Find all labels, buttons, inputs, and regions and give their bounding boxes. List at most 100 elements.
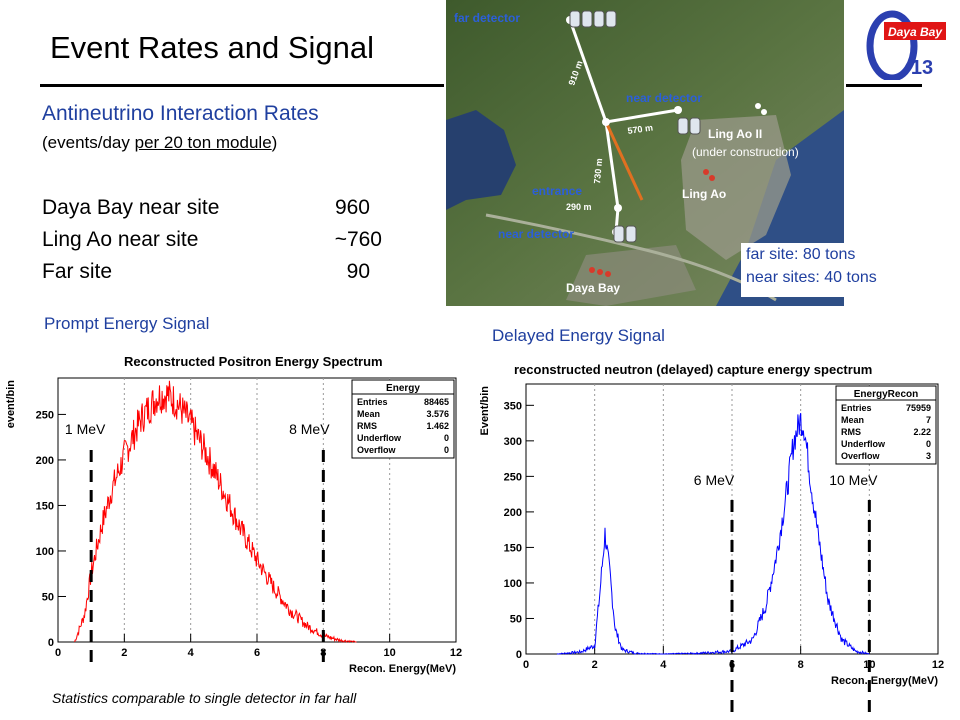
stats-box-key: Mean bbox=[357, 409, 380, 419]
cut-label: 10 MeV bbox=[829, 472, 878, 488]
detector-icon bbox=[593, 10, 605, 28]
x-tick-label: 10 bbox=[384, 647, 396, 659]
reactor-icon bbox=[761, 109, 767, 115]
rate-site: Far site bbox=[42, 260, 113, 283]
rate-site: Daya Bay near site bbox=[42, 196, 220, 219]
stats-box-value: 75959 bbox=[906, 403, 931, 413]
stats-box-value: 7 bbox=[926, 415, 931, 425]
detector-icon bbox=[677, 117, 689, 135]
x-axis-label: Recon. Energy(MeV) bbox=[349, 663, 456, 675]
cut-label: 6 MeV bbox=[694, 472, 735, 488]
rates-sub-prefix: (events/day bbox=[42, 133, 135, 152]
cut-label: 8 MeV bbox=[289, 421, 330, 437]
logo-text: Daya Bay bbox=[888, 25, 943, 39]
rate-value: ~760 bbox=[334, 228, 382, 251]
stats-box-title: Energy bbox=[386, 383, 420, 394]
map-plant-area-south bbox=[566, 245, 696, 306]
stats-box-key: RMS bbox=[357, 421, 377, 431]
statistics-note: Statistics comparable to single detector… bbox=[52, 690, 357, 706]
y-tick-label: 50 bbox=[510, 613, 522, 625]
map-road bbox=[485, 213, 777, 302]
tunnel-far bbox=[568, 19, 608, 123]
daya-bay-theta13-logo: Daya Bay 13 bbox=[866, 10, 946, 80]
detector-icon bbox=[569, 10, 581, 28]
rates-sub-underlined: per 20 ton module bbox=[134, 133, 272, 152]
title-divider-right bbox=[846, 84, 922, 87]
y-tick-label: 150 bbox=[36, 500, 54, 512]
y-tick-label: 150 bbox=[504, 542, 522, 554]
stats-box-title: EnergyRecon bbox=[854, 389, 918, 400]
stats-box-key: Entries bbox=[357, 397, 388, 407]
title-divider bbox=[40, 84, 444, 87]
map-distance-access: 730 m bbox=[592, 158, 604, 184]
map-label-ling-ao-ii: Ling Ao II bbox=[708, 127, 762, 141]
y-axis-label: Event/bin bbox=[479, 386, 491, 436]
map-reservoir bbox=[446, 110, 516, 210]
y-tick-label: 200 bbox=[36, 455, 54, 467]
tunnel-access bbox=[604, 121, 644, 201]
stats-box-key: RMS bbox=[841, 427, 861, 437]
map-distance-daya: 290 m bbox=[566, 202, 592, 212]
map-label-under-construction: (under construction) bbox=[692, 145, 799, 159]
stats-box-value: 0 bbox=[444, 445, 449, 455]
slide-title: Event Rates and Signal bbox=[50, 30, 374, 65]
stats-box-key: Mean bbox=[841, 415, 864, 425]
map-label-near-detector-bottom: near detector bbox=[498, 227, 574, 241]
logo-banner bbox=[884, 22, 946, 40]
mass-note-line: near sites: 40 tons bbox=[746, 269, 877, 286]
x-tick-label: 12 bbox=[932, 659, 944, 671]
detector-icon bbox=[613, 225, 625, 243]
y-tick-label: 350 bbox=[504, 400, 522, 412]
x-tick-label: 4 bbox=[188, 647, 195, 659]
stats-box-key: Underflow bbox=[841, 439, 886, 449]
stats-box-value: 88465 bbox=[424, 397, 449, 407]
reactor-icon bbox=[597, 269, 603, 275]
x-tick-label: 4 bbox=[660, 659, 667, 671]
map-label-far-detector: far detector bbox=[454, 11, 520, 25]
y-axis-label: event/bin bbox=[5, 380, 17, 429]
rates-heading: Antineutrino Interaction Rates bbox=[42, 102, 319, 125]
x-axis-label: Recon. Energy(MeV) bbox=[831, 675, 938, 687]
y-tick-label: 300 bbox=[504, 436, 522, 448]
reactor-icon bbox=[709, 175, 715, 181]
map-label-near-detector-top: near detector bbox=[626, 91, 702, 105]
y-tick-label: 50 bbox=[42, 591, 54, 603]
rate-value: 960 bbox=[334, 196, 370, 219]
stats-box-value: 3.576 bbox=[426, 409, 449, 419]
y-tick-label: 0 bbox=[516, 649, 522, 661]
chart-title: reconstructed neutron (delayed) capture … bbox=[514, 362, 872, 377]
reactor-icon bbox=[755, 103, 761, 109]
rates-subheading: (events/day per 20 ton module) bbox=[42, 133, 277, 153]
detector-icon bbox=[689, 117, 701, 135]
rate-row: Far site 90 bbox=[42, 260, 382, 286]
y-tick-label: 250 bbox=[36, 409, 54, 421]
x-tick-label: 2 bbox=[121, 647, 127, 659]
tunnel-entrance bbox=[604, 121, 620, 209]
stats-box-value: 0 bbox=[444, 433, 449, 443]
detector-icon bbox=[605, 10, 617, 28]
rate-row: Ling Ao near site ~760 bbox=[42, 228, 382, 254]
site-marker bbox=[602, 118, 610, 126]
x-tick-label: 0 bbox=[523, 659, 529, 671]
stats-box-value: 3 bbox=[926, 451, 931, 461]
cut-label: 1 MeV bbox=[65, 421, 106, 437]
stats-box-key: Entries bbox=[841, 403, 872, 413]
x-tick-label: 0 bbox=[55, 647, 61, 659]
x-tick-label: 6 bbox=[254, 647, 260, 659]
rate-value: 90 bbox=[346, 260, 370, 283]
stats-box-value: 1.462 bbox=[426, 421, 449, 431]
map-label-entrance: entrance bbox=[532, 184, 582, 198]
series-line bbox=[74, 380, 357, 643]
chart-title: Reconstructed Positron Energy Spectrum bbox=[124, 354, 383, 369]
rate-site: Ling Ao near site bbox=[42, 228, 199, 251]
map-label-ling-ao: Ling Ao bbox=[682, 187, 726, 201]
map-distance-lingao: 570 m bbox=[627, 123, 654, 136]
site-marker bbox=[614, 204, 622, 212]
site-marker bbox=[674, 106, 682, 114]
reactor-icon bbox=[605, 271, 611, 277]
detector-icon bbox=[581, 10, 593, 28]
y-tick-label: 200 bbox=[504, 507, 522, 519]
stats-box bbox=[835, 385, 937, 465]
reactor-icon bbox=[589, 267, 595, 273]
mass-note-line: far site: 80 tons bbox=[746, 246, 856, 263]
